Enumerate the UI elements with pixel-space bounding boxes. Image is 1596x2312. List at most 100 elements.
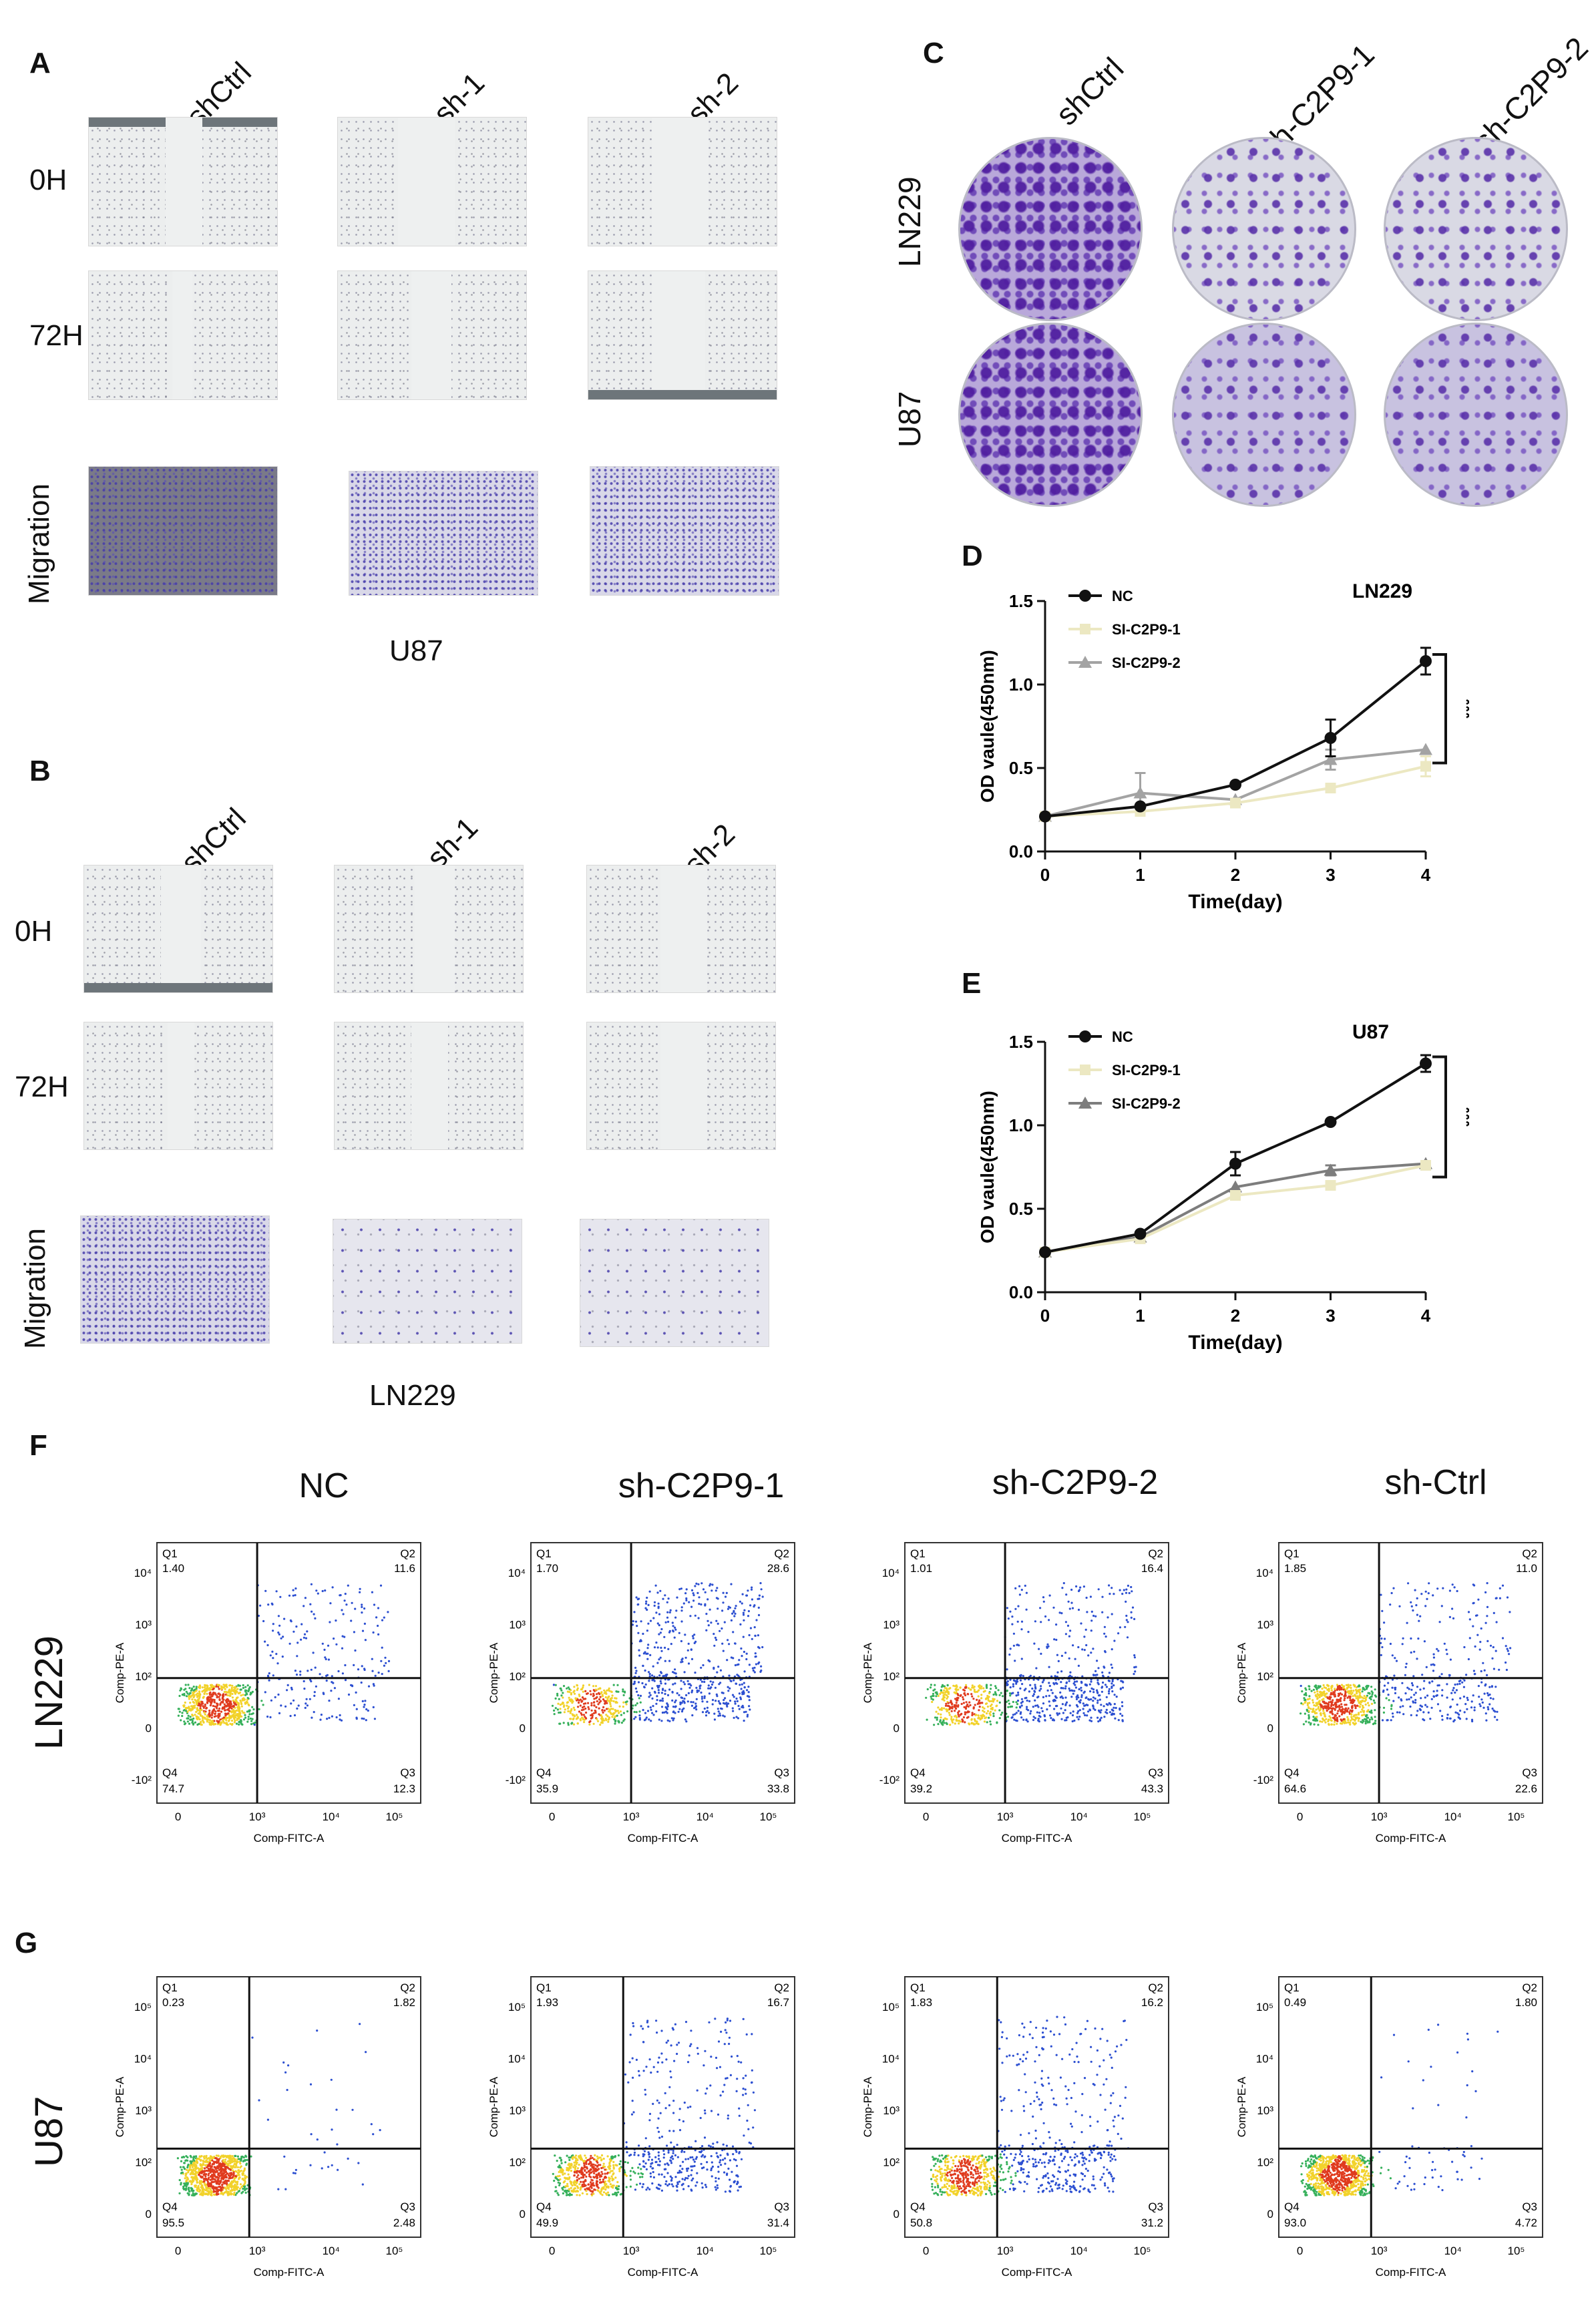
event-dot	[242, 1694, 244, 1696]
event-dot	[1100, 1709, 1103, 1712]
event-dot	[649, 1619, 652, 1622]
y-tick-label: 0.5	[1009, 1199, 1033, 1219]
event-dot	[647, 1644, 650, 1646]
event-dot	[181, 2171, 184, 2174]
event-dot	[594, 1711, 597, 1714]
event-dot	[202, 2162, 204, 2165]
event-dot	[295, 1625, 298, 1628]
event-dot	[1366, 1716, 1369, 1719]
quadrant-value-q4: 95.5	[162, 2217, 184, 2229]
event-dot	[283, 1617, 286, 1620]
event-dot	[985, 1684, 988, 1686]
event-dot	[1321, 1720, 1324, 1723]
event-dot	[211, 1695, 214, 1698]
event-dot	[1436, 1703, 1440, 1706]
event-dot	[1350, 1686, 1352, 1690]
event-dot	[640, 1620, 642, 1623]
event-dot	[1333, 1691, 1336, 1694]
event-dot	[222, 1686, 225, 1689]
event-dot	[234, 2194, 237, 2196]
y-tick-label: -10²	[132, 1774, 152, 1786]
event-dot	[1072, 1682, 1075, 1685]
event-dot	[719, 1712, 721, 1715]
event-dot	[1364, 1718, 1367, 1721]
event-dot	[234, 1702, 236, 1705]
event-dot	[212, 1693, 214, 1696]
event-dot	[678, 1708, 681, 1710]
event-dot	[370, 2123, 373, 2126]
event-dot	[232, 1704, 235, 1707]
event-dot	[198, 2172, 201, 2174]
event-dot	[236, 2192, 238, 2194]
event-dot	[1320, 1712, 1322, 1714]
event-dot	[1353, 1699, 1356, 1702]
event-dot	[568, 1696, 570, 1699]
panel-label-e: E	[962, 967, 982, 1000]
event-dot	[1086, 1704, 1089, 1706]
event-dot	[687, 1642, 690, 1645]
panel-b-row-migration: Migration	[19, 1228, 51, 1349]
event-dot	[359, 1587, 361, 1590]
event-dot	[220, 1722, 223, 1724]
event-dot	[686, 2061, 690, 2064]
event-dot	[1108, 1584, 1111, 1587]
event-dot	[377, 1624, 379, 1627]
event-dot	[218, 1712, 221, 1715]
event-dot	[274, 1696, 276, 1698]
event-dot	[1080, 1696, 1083, 1698]
flow-row-label-u87: U87	[27, 2096, 71, 2167]
event-dot	[578, 1695, 581, 1698]
event-dot	[1111, 1713, 1114, 1716]
event-dot	[1336, 1716, 1338, 1719]
event-dot	[185, 2168, 188, 2171]
event-dot	[1022, 1718, 1025, 1721]
event-dot	[198, 1700, 201, 1703]
event-dot	[674, 1628, 677, 1631]
event-dot	[681, 2178, 684, 2180]
event-dot	[1455, 1689, 1458, 1692]
data-point	[1324, 753, 1338, 765]
event-dot	[222, 2172, 225, 2174]
event-dot	[244, 2174, 246, 2177]
event-dot	[210, 1684, 213, 1686]
event-dot	[319, 1718, 322, 1721]
event-dot	[310, 1668, 313, 1671]
event-dot	[695, 2156, 698, 2158]
event-dot	[659, 1589, 662, 1592]
event-dot	[558, 1698, 560, 1700]
event-dot	[614, 1697, 616, 1700]
event-dot	[1496, 1710, 1499, 1713]
event-dot	[602, 1698, 605, 1701]
event-dot	[1012, 1685, 1014, 1688]
event-dot	[1495, 1621, 1498, 1623]
event-dot	[1370, 1686, 1373, 1688]
event-dot	[1094, 1708, 1096, 1711]
event-dot	[1391, 1654, 1394, 1657]
event-dot	[200, 1704, 202, 1707]
event-dot	[196, 1707, 198, 1710]
event-dot	[1356, 1690, 1358, 1694]
event-dot	[952, 1718, 955, 1721]
event-dot	[717, 1714, 720, 1717]
event-dot	[1347, 1718, 1350, 1720]
event-dot	[204, 2167, 206, 2170]
event-dot	[590, 1717, 593, 1720]
event-dot	[670, 1643, 672, 1646]
event-dot	[590, 1714, 592, 1717]
event-dot	[695, 1708, 698, 1711]
event-dot	[310, 2133, 313, 2136]
event-dot	[697, 1617, 700, 1619]
event-dot	[238, 1707, 241, 1710]
event-dot	[242, 2160, 244, 2162]
event-dot	[554, 1684, 557, 1686]
event-dot	[377, 1607, 380, 1609]
event-dot	[1391, 1686, 1394, 1689]
event-dot	[219, 2170, 222, 2173]
event-dot	[222, 2181, 224, 2184]
event-dot	[678, 2180, 681, 2183]
event-dot	[198, 2182, 201, 2185]
event-dot	[1430, 1706, 1433, 1709]
event-dot	[954, 1692, 957, 1695]
event-dot	[224, 2170, 227, 2174]
event-dot	[214, 1712, 216, 1715]
